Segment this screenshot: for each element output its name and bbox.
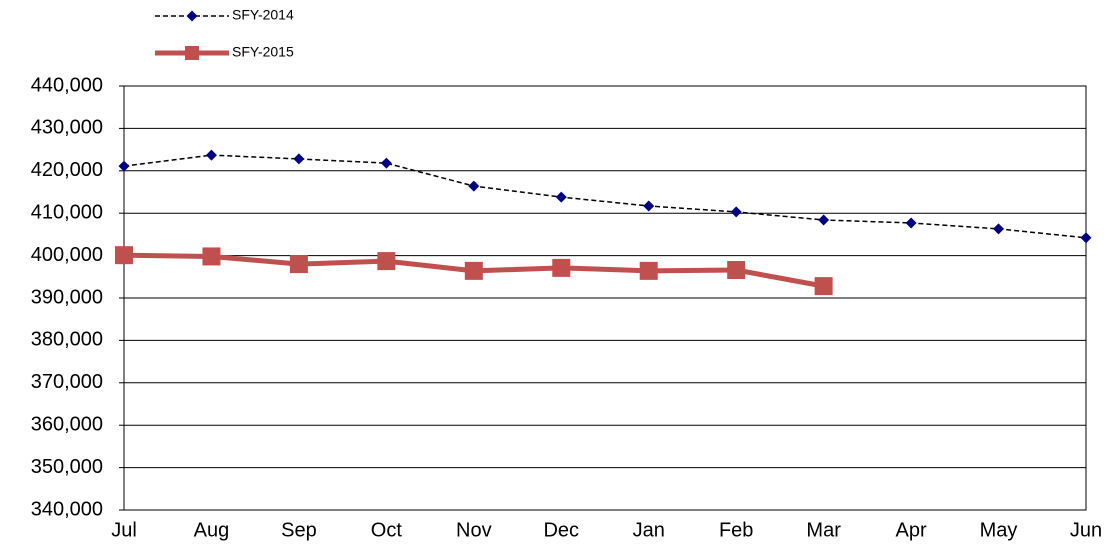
marker [377, 252, 396, 271]
x-tick-label: Sep [281, 519, 317, 541]
marker [115, 246, 133, 265]
series-line [123, 154, 1087, 239]
x-tick-label: Jun [1070, 519, 1102, 541]
marker [293, 153, 305, 165]
x-tick-label: Apr [896, 519, 927, 541]
x-tick-label: Jul [111, 519, 137, 541]
x-tick-label: Jan [633, 519, 665, 541]
y-tick-label: 430,000 [31, 117, 103, 139]
y-tick-label: 410,000 [31, 201, 103, 223]
marker [205, 149, 217, 161]
marker [464, 261, 483, 280]
legend-marker [186, 10, 198, 22]
marker [727, 261, 746, 280]
marker [643, 200, 655, 212]
y-tick-label: 340,000 [31, 498, 103, 520]
marker [289, 255, 308, 274]
x-tick-label: Nov [456, 519, 492, 541]
marker [905, 217, 917, 229]
x-tick-label: Aug [194, 519, 230, 541]
y-tick-label: 360,000 [31, 413, 103, 435]
y-tick-label: 390,000 [31, 286, 103, 308]
marker [814, 277, 833, 296]
marker [380, 157, 392, 169]
legend-label: SFY-2014 [232, 7, 294, 23]
marker [118, 160, 130, 172]
x-tick-label: Mar [806, 519, 841, 541]
y-tick-label: 380,000 [31, 329, 103, 351]
x-tick-label: Dec [543, 519, 579, 541]
plot-border [123, 85, 1087, 511]
y-tick-label: 420,000 [31, 159, 103, 181]
x-tick-label: Oct [371, 519, 403, 541]
x-tick-label: Feb [719, 519, 753, 541]
marker [818, 214, 830, 226]
y-tick-label: 440,000 [31, 74, 103, 96]
y-tick-label: 370,000 [31, 371, 103, 393]
marker [552, 258, 571, 277]
marker [639, 261, 658, 280]
y-tick-label: 350,000 [31, 456, 103, 478]
marker [468, 180, 480, 192]
marker [1080, 232, 1092, 244]
legend-marker [185, 46, 199, 60]
legend-label: SFY-2015 [232, 44, 294, 60]
x-tick-label: May [980, 519, 1018, 541]
marker [730, 206, 742, 218]
marker [555, 191, 567, 203]
marker [202, 247, 221, 266]
marker [993, 223, 1005, 235]
y-tick-label: 400,000 [31, 244, 103, 266]
